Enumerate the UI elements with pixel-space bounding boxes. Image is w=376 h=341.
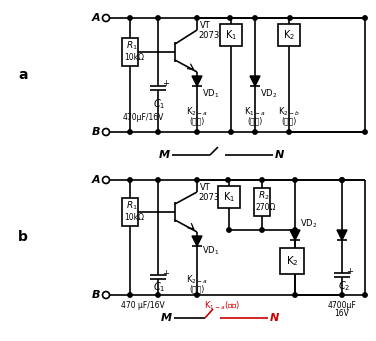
Text: A: A	[91, 175, 100, 185]
Circle shape	[195, 16, 199, 20]
Bar	[220, 24, 242, 46]
Text: +: +	[162, 79, 169, 89]
Circle shape	[227, 228, 231, 232]
Circle shape	[253, 130, 257, 134]
Circle shape	[156, 293, 160, 297]
Circle shape	[260, 178, 264, 182]
Circle shape	[293, 178, 297, 182]
Text: M: M	[159, 150, 170, 160]
Bar	[278, 24, 300, 46]
Circle shape	[363, 130, 367, 134]
Polygon shape	[192, 236, 202, 246]
Text: +: +	[162, 268, 169, 278]
Circle shape	[228, 16, 232, 20]
Circle shape	[103, 292, 109, 298]
Circle shape	[128, 130, 132, 134]
Text: K$_2$: K$_2$	[286, 254, 299, 268]
Circle shape	[195, 178, 199, 182]
Text: 10kΩ: 10kΩ	[124, 53, 144, 61]
Circle shape	[128, 178, 132, 182]
Bar	[254, 188, 270, 216]
Circle shape	[103, 15, 109, 21]
Circle shape	[103, 129, 109, 135]
Text: 470 μF/16V: 470 μF/16V	[121, 300, 165, 310]
Circle shape	[229, 130, 233, 134]
Text: (常闭): (常闭)	[190, 284, 205, 294]
Text: K$_{2-a}$: K$_{2-a}$	[186, 274, 208, 286]
Circle shape	[363, 293, 367, 297]
Text: $R_2$: $R_2$	[258, 190, 270, 202]
Circle shape	[287, 130, 291, 134]
Bar	[218, 186, 240, 208]
Circle shape	[253, 16, 257, 20]
Text: 470μF/16V: 470μF/16V	[122, 113, 164, 121]
Circle shape	[293, 228, 297, 232]
Bar	[280, 248, 304, 274]
Text: B: B	[91, 127, 100, 137]
Circle shape	[156, 178, 160, 182]
Text: K$_{2-a}$: K$_{2-a}$	[186, 106, 208, 118]
Text: 2073: 2073	[198, 193, 219, 203]
Text: K$_1$: K$_1$	[225, 28, 237, 42]
Text: M: M	[161, 313, 172, 323]
Text: VT: VT	[200, 21, 211, 30]
Text: K$_2$: K$_2$	[283, 28, 295, 42]
Circle shape	[288, 16, 292, 20]
Text: 16V: 16V	[335, 310, 349, 318]
Text: VT: VT	[200, 183, 211, 193]
Text: $R_1$: $R_1$	[126, 40, 138, 52]
Text: 4700μF: 4700μF	[327, 300, 356, 310]
Circle shape	[195, 130, 199, 134]
Text: B: B	[91, 290, 100, 300]
Circle shape	[128, 16, 132, 20]
Polygon shape	[337, 230, 347, 240]
Text: K$_{1-a}$: K$_{1-a}$	[244, 106, 266, 118]
Polygon shape	[290, 230, 300, 240]
Circle shape	[260, 228, 264, 232]
Text: K$_1$: K$_1$	[223, 190, 235, 204]
Circle shape	[363, 16, 367, 20]
Text: K$_{2-b}$: K$_{2-b}$	[278, 106, 300, 118]
Text: VD$_1$: VD$_1$	[202, 245, 219, 257]
Circle shape	[156, 130, 160, 134]
Circle shape	[340, 178, 344, 182]
Text: A: A	[91, 13, 100, 23]
Text: N: N	[270, 313, 279, 323]
Text: $C_2$: $C_2$	[338, 279, 350, 293]
Polygon shape	[192, 76, 202, 86]
Circle shape	[103, 177, 109, 183]
Text: 10kΩ: 10kΩ	[124, 212, 144, 222]
Circle shape	[195, 293, 199, 297]
Text: b: b	[18, 230, 28, 244]
Text: +: +	[346, 267, 353, 276]
Text: a: a	[18, 68, 27, 82]
Text: (常开): (常开)	[247, 117, 262, 125]
Text: VD$_2$: VD$_2$	[300, 218, 317, 230]
Circle shape	[226, 178, 230, 182]
Circle shape	[340, 293, 344, 297]
Circle shape	[156, 16, 160, 20]
Text: (常闭): (常闭)	[190, 117, 205, 125]
Text: K$_{1-a}$(常开): K$_{1-a}$(常开)	[204, 300, 240, 312]
Text: 2073: 2073	[198, 31, 219, 41]
Text: $C_1$: $C_1$	[153, 97, 165, 111]
Text: $R_1$: $R_1$	[126, 200, 138, 212]
Circle shape	[293, 293, 297, 297]
Text: 270Ω: 270Ω	[256, 203, 276, 211]
Circle shape	[128, 293, 132, 297]
Bar	[122, 198, 138, 226]
Text: (常开): (常开)	[281, 117, 297, 125]
Text: N: N	[275, 150, 284, 160]
Circle shape	[340, 178, 344, 182]
Text: VD$_2$: VD$_2$	[260, 88, 277, 100]
Bar	[122, 38, 138, 66]
Text: $C_1$: $C_1$	[153, 280, 165, 294]
Polygon shape	[250, 76, 260, 86]
Text: VD$_1$: VD$_1$	[202, 88, 219, 100]
